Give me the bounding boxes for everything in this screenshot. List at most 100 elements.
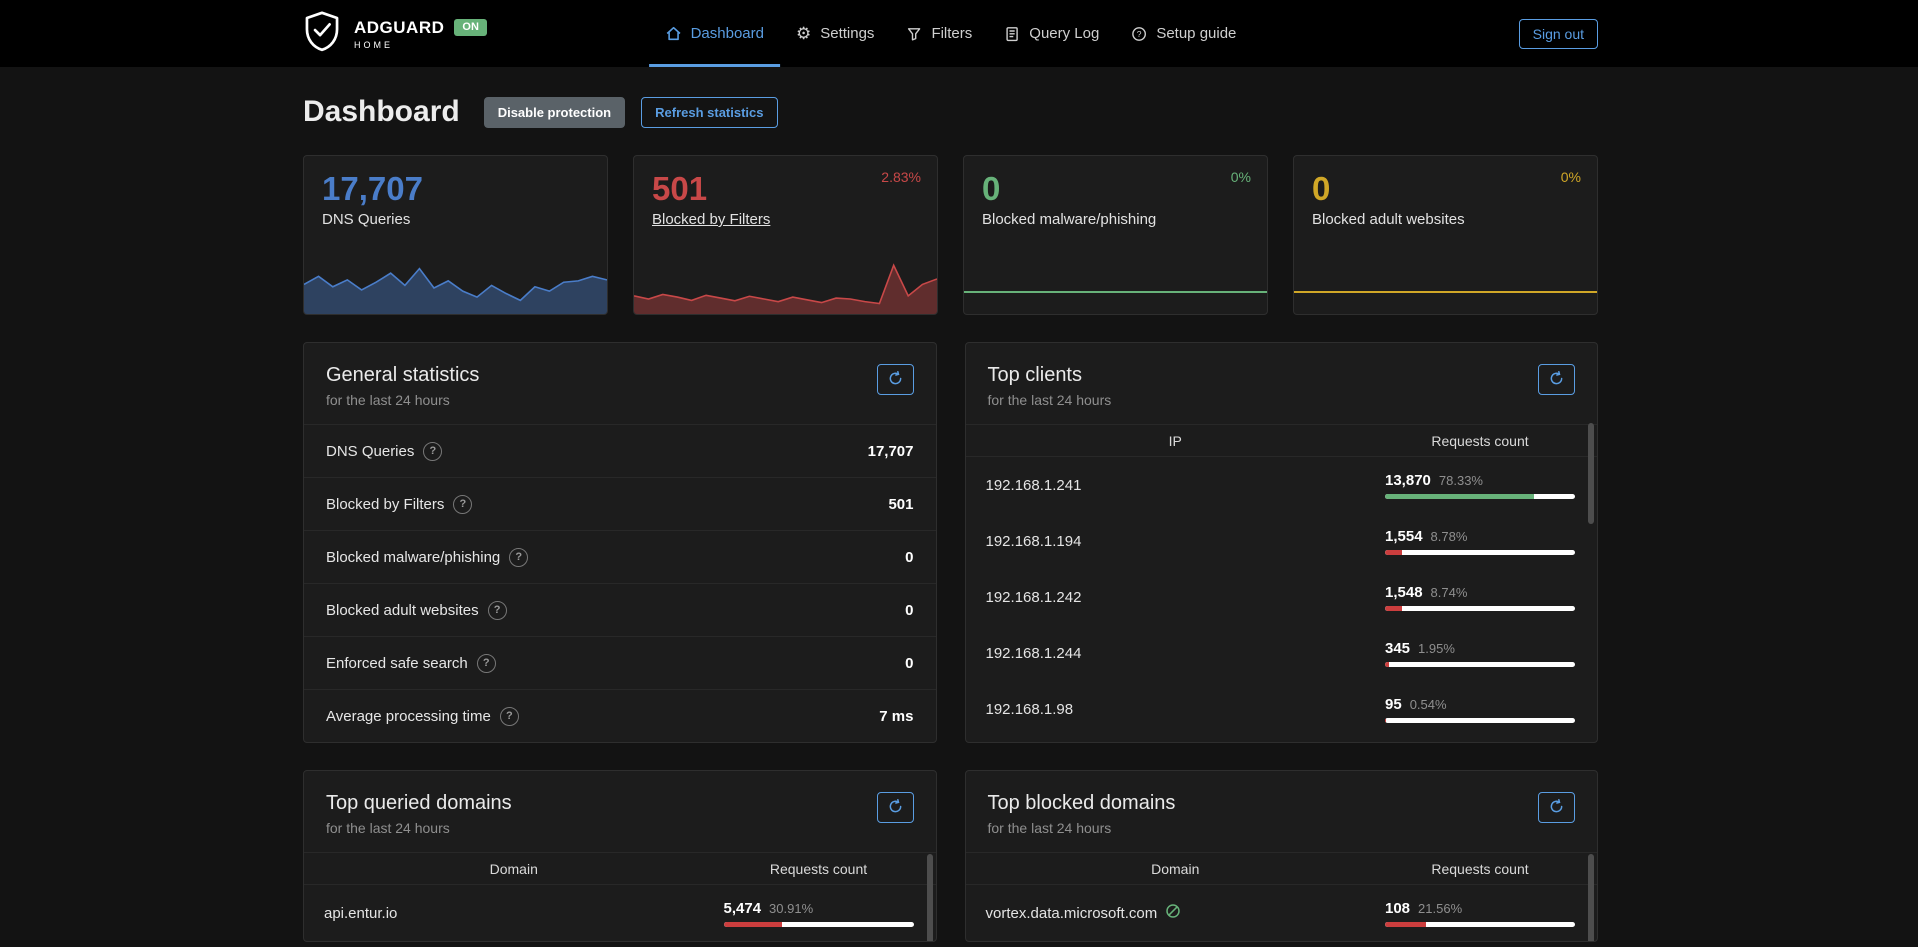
client-ip: 192.168.1.98 (966, 701, 1386, 718)
sign-out-button[interactable]: Sign out (1519, 19, 1598, 49)
column-header-domain[interactable]: Domain (966, 861, 1386, 877)
stat-label: DNS Queries (304, 208, 607, 228)
client-count-cell: 1,5548.78% (1385, 528, 1597, 555)
progress-bar (1385, 718, 1575, 723)
general-statistics-card: General statistics for the last 24 hours… (303, 342, 937, 743)
progress-bar (1385, 494, 1575, 499)
sparkline-chart (1294, 259, 1597, 314)
help-circle-icon: ? (1131, 26, 1147, 42)
client-row: 192.168.1.244 3451.95% (966, 625, 1598, 681)
stat-card-blocked-by-filters: 2.83% 501 Blocked by Filters (633, 155, 938, 315)
nav-settings[interactable]: ⚙ Settings (780, 0, 890, 67)
help-circle-icon[interactable]: ? (453, 495, 472, 514)
progress-bar (1385, 922, 1575, 927)
help-circle-icon[interactable]: ? (423, 442, 442, 461)
refresh-card-button[interactable] (877, 792, 914, 823)
requests-percent: 8.78% (1431, 529, 1468, 544)
top-queried-domains-card: Top queried domains for the last 24 hour… (303, 770, 937, 942)
stat-row: Blocked adult websites ? 0 (304, 583, 936, 636)
stat-cards-row: 17,707 DNS Queries 2.83% 501 Blocked by … (303, 155, 1598, 315)
help-circle-icon[interactable]: ? (509, 548, 528, 567)
refresh-card-button[interactable] (1538, 792, 1575, 823)
requests-percent: 21.56% (1418, 901, 1462, 916)
card-title: Top clients (988, 364, 1576, 387)
client-row: 192.168.1.242 1,548 8.74% (966, 569, 1598, 625)
scrollbar-thumb[interactable] (1588, 854, 1594, 942)
brand-name: ADGUARD (354, 18, 444, 38)
stat-row-value: 0 (905, 655, 913, 672)
refresh-icon (888, 371, 903, 389)
refresh-statistics-button[interactable]: Refresh statistics (641, 97, 777, 128)
top-blocked-domains-card: Top blocked domains for the last 24 hour… (965, 770, 1599, 942)
column-header-ip[interactable]: IP (966, 433, 1386, 449)
progress-bar (1385, 606, 1575, 611)
refresh-icon (888, 799, 903, 817)
domain-cell: vortex.data.microsoft.com (966, 903, 1386, 923)
nav-dashboard[interactable]: Dashboard (649, 0, 780, 67)
help-circle-icon[interactable]: ? (477, 654, 496, 673)
help-circle-icon[interactable]: ? (500, 707, 519, 726)
client-ip: 192.168.1.194 (966, 533, 1386, 550)
client-row: 192.168.1.194 1,5548.78% (966, 513, 1598, 569)
card-subtitle: for the last 24 hours (326, 820, 914, 836)
blocked-by-filters-link[interactable]: Blocked by Filters (634, 208, 788, 228)
navbar: ADGUARD ON HOME Dashboard ⚙ Settings (0, 0, 1918, 67)
nav-label: Query Log (1029, 25, 1099, 42)
nav-setup-guide[interactable]: ? Setup guide (1115, 0, 1252, 67)
domain-count-cell: 5,47430.91% (724, 900, 936, 927)
card-subtitle: for the last 24 hours (326, 392, 914, 408)
stat-percent: 0% (1231, 169, 1251, 185)
nav-query-log[interactable]: Query Log (988, 0, 1115, 67)
stat-row-label: Blocked malware/phishing (326, 549, 500, 566)
svg-text:?: ? (1137, 29, 1142, 39)
client-row: 192.168.1.98 950.54% (966, 681, 1598, 737)
scrollbar-thumb[interactable] (1588, 423, 1594, 524)
help-circle-icon[interactable]: ? (488, 601, 507, 620)
column-header-domain[interactable]: Domain (304, 861, 724, 877)
query-log-icon (1004, 26, 1020, 42)
requests-count: 13,870 (1385, 472, 1431, 489)
domain-row: api.entur.io 5,47430.91% (304, 885, 936, 941)
requests-count: 5,474 (724, 900, 762, 917)
stat-label: Blocked malware/phishing (964, 208, 1267, 228)
sparkline-chart (304, 259, 607, 314)
stat-value: 17,707 (304, 156, 607, 208)
adguard-home-logo[interactable]: ADGUARD ON HOME (303, 10, 487, 57)
top-clients-card: Top clients for the last 24 hours IP Req… (965, 342, 1599, 743)
disable-protection-button[interactable]: Disable protection (484, 97, 625, 128)
stat-row: DNS Queries ? 17,707 (304, 424, 936, 477)
column-header-requests[interactable]: Requests count (1385, 861, 1597, 877)
stat-row-label: Enforced safe search (326, 655, 468, 672)
nav-label: Dashboard (691, 25, 764, 42)
sparkline-chart (634, 259, 937, 314)
requests-percent: 1.95% (1418, 641, 1455, 656)
card-title: Top queried domains (326, 792, 914, 815)
refresh-card-button[interactable] (1538, 364, 1575, 395)
client-count-cell: 1,548 8.74% (1385, 584, 1597, 611)
client-ip: 192.168.1.241 (966, 477, 1386, 494)
column-header-requests[interactable]: Requests count (1385, 433, 1597, 449)
column-header-requests[interactable]: Requests count (724, 861, 936, 877)
card-subtitle: for the last 24 hours (988, 392, 1576, 408)
stat-row: Blocked by Filters ? 501 (304, 477, 936, 530)
scrollbar-thumb[interactable] (927, 854, 933, 942)
stat-row-label: Blocked adult websites (326, 602, 479, 619)
refresh-card-button[interactable] (877, 364, 914, 395)
nav-links: Dashboard ⚙ Settings Filters (649, 0, 1253, 67)
requests-count: 1,548 (1385, 584, 1423, 601)
sparkline-chart (964, 259, 1267, 314)
stat-value: 0 (964, 156, 1267, 208)
domain-name: vortex.data.microsoft.com (986, 905, 1158, 922)
stat-row: Enforced safe search ? 0 (304, 636, 936, 689)
brand-subtitle: HOME (354, 40, 487, 50)
nav-label: Filters (931, 25, 972, 42)
gear-icon: ⚙ (796, 25, 811, 42)
client-count-cell: 13,87078.33% (1385, 472, 1597, 499)
dashboard-page: Dashboard Disable protection Refresh sta… (303, 67, 1598, 942)
stat-card-blocked-adult: 0% 0 Blocked adult websites (1293, 155, 1598, 315)
stat-row-value: 0 (905, 549, 913, 566)
client-ip: 192.168.1.242 (966, 589, 1386, 606)
nav-filters[interactable]: Filters (890, 0, 988, 67)
stat-row-label: DNS Queries (326, 443, 414, 460)
requests-percent: 8.74% (1431, 585, 1468, 600)
